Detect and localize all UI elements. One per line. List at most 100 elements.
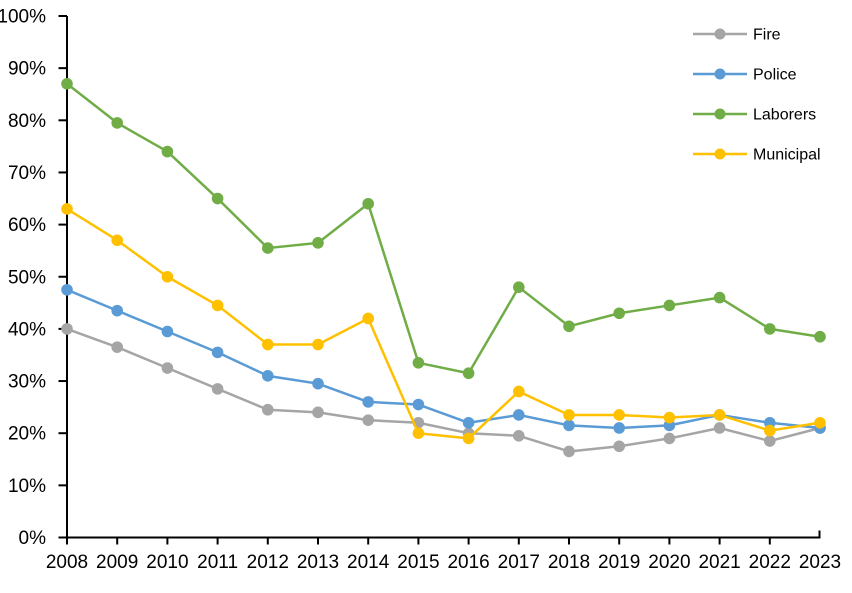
data-point <box>161 362 174 374</box>
legend-label: Fire <box>753 27 781 44</box>
data-point <box>61 323 73 335</box>
data-point <box>563 320 575 333</box>
data-point <box>563 445 575 458</box>
data-point <box>111 234 123 247</box>
legend-item-laborers: Laborers <box>693 107 816 124</box>
data-point <box>513 409 525 421</box>
series-line <box>66 327 821 453</box>
y-tick-label: 60% <box>8 215 46 236</box>
x-axis-labels: 2008 2009 2010 2011 2012 2013 2014 2015 2016 2017… <box>46 537 841 573</box>
x-tick-label: 2008 <box>46 552 88 573</box>
data-point <box>513 430 525 442</box>
data-point <box>513 385 525 398</box>
data-point <box>161 145 174 158</box>
data-point <box>613 422 625 434</box>
y-tick-label: 80% <box>8 111 46 132</box>
data-point <box>663 432 676 445</box>
x-tick-label: 2010 <box>146 552 188 573</box>
data-point <box>412 356 425 369</box>
data-point <box>362 396 375 408</box>
x-tick-label: 2011 <box>197 552 238 573</box>
data-point <box>814 416 826 429</box>
series-line <box>66 82 821 375</box>
data-point <box>462 432 475 445</box>
data-point <box>161 270 174 283</box>
data-point <box>312 406 324 419</box>
data-point <box>61 203 73 215</box>
series-municipal <box>61 203 826 445</box>
data-point <box>462 416 475 429</box>
y-tick-label: 100% <box>0 7 46 28</box>
data-point <box>61 77 73 90</box>
x-tick-label: 2018 <box>548 552 590 573</box>
series-lines <box>61 77 826 458</box>
x-tick-label: 2020 <box>648 552 690 573</box>
legend-item-police: Police <box>693 67 797 84</box>
data-point <box>764 424 776 437</box>
data-point <box>663 411 676 424</box>
data-point <box>262 338 274 351</box>
data-point <box>61 283 73 296</box>
legend: Fire Police Laborers Municipal <box>693 27 821 164</box>
data-point <box>312 338 324 351</box>
data-point <box>362 197 375 210</box>
y-tick-label: 20% <box>8 424 46 445</box>
data-point <box>111 304 123 317</box>
data-point <box>262 242 274 254</box>
data-point <box>211 383 224 395</box>
series-laborers <box>61 77 826 380</box>
y-tick-label: 70% <box>8 163 46 184</box>
y-tick-label: 10% <box>8 476 46 497</box>
legend-marker <box>714 108 726 120</box>
x-tick-label: 2019 <box>598 552 640 573</box>
data-point <box>713 409 726 421</box>
data-point <box>412 427 425 440</box>
x-tick-label: 2021 <box>698 552 740 573</box>
x-tick-label: 2022 <box>749 552 791 573</box>
y-tick-label: 40% <box>8 319 46 340</box>
data-point <box>312 237 324 249</box>
axes <box>66 16 821 545</box>
series-fire <box>61 323 826 458</box>
data-point <box>211 346 224 359</box>
data-point <box>262 370 274 382</box>
data-point <box>362 312 375 325</box>
legend-item-municipal: Municipal <box>693 147 821 164</box>
x-tick-label: 2015 <box>397 552 439 573</box>
data-point <box>312 377 324 390</box>
y-tick-label: 30% <box>8 372 46 393</box>
series-police <box>61 283 826 434</box>
x-tick-label: 2014 <box>347 552 390 573</box>
data-point <box>613 307 625 320</box>
data-point <box>211 192 224 205</box>
data-point <box>211 299 224 312</box>
data-point <box>161 325 174 338</box>
data-point <box>613 409 625 421</box>
legend-label: Laborers <box>753 107 816 124</box>
x-tick-label: 2017 <box>498 552 540 573</box>
data-point <box>563 419 575 432</box>
data-point <box>764 435 776 447</box>
data-point <box>713 291 726 304</box>
legend-marker <box>714 148 726 160</box>
x-tick-label: 2013 <box>297 552 339 573</box>
data-point <box>111 117 123 129</box>
data-point <box>663 299 676 312</box>
x-tick-label: 2012 <box>247 552 289 573</box>
data-point <box>814 330 826 343</box>
legend-item-fire: Fire <box>693 27 781 44</box>
x-tick-label: 2009 <box>96 552 138 573</box>
y-tick-label: 90% <box>8 59 46 80</box>
x-tick-label: 2016 <box>447 552 489 573</box>
data-point <box>563 409 575 421</box>
x-tick-label: 2023 <box>799 552 841 573</box>
legend-label: Police <box>753 67 797 84</box>
data-point <box>362 414 375 426</box>
data-point <box>262 403 274 416</box>
data-point <box>412 398 425 411</box>
data-point <box>713 422 726 434</box>
legend-marker <box>714 28 726 40</box>
data-point <box>513 281 525 293</box>
